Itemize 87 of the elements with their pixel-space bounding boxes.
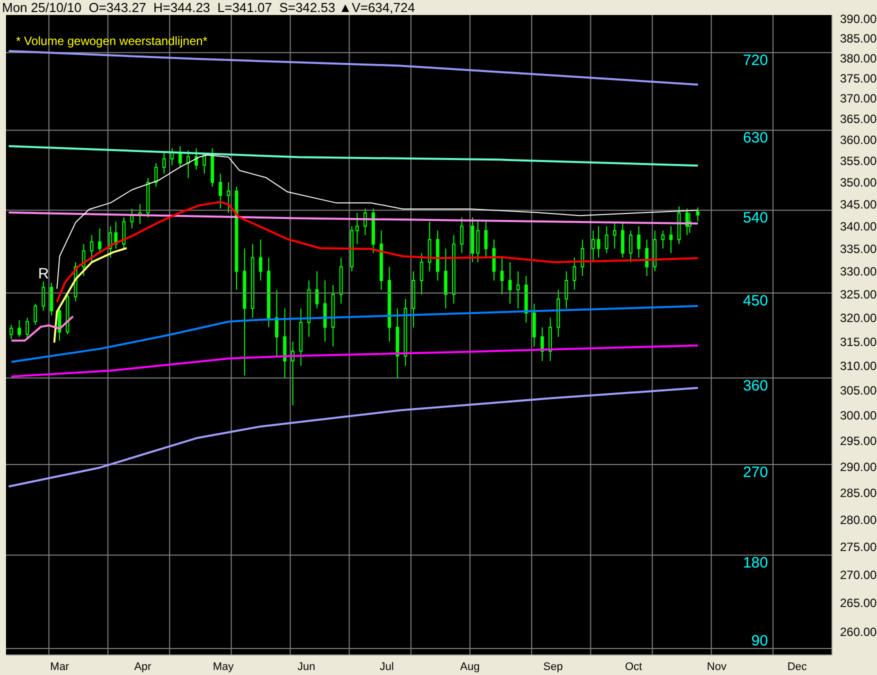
candlestick xyxy=(275,289,278,357)
y-tick-label: 360.00 xyxy=(840,133,877,148)
y-tick-label: 370.00 xyxy=(840,92,877,106)
annotation: 270 xyxy=(742,464,768,481)
candlestick xyxy=(629,230,632,263)
annotation: 180 xyxy=(742,554,768,572)
candlestick xyxy=(484,221,488,258)
text: * Volume gewogen weerstandlijnen* xyxy=(16,34,208,48)
y-tick-label: 390.00 xyxy=(840,12,877,26)
candlestick xyxy=(218,173,222,210)
y-tick-label: 320.00 xyxy=(840,311,877,326)
candlestick xyxy=(178,146,182,168)
candlestick xyxy=(444,248,448,309)
y-tick-label: 375.00 xyxy=(840,71,877,86)
y-tick-label: 355.00 xyxy=(840,154,877,168)
y-tick-label: 295.00 xyxy=(840,434,877,448)
candlestick xyxy=(508,262,512,304)
y-tick-label: 350.00 xyxy=(840,176,877,190)
y-tick-label: 365.00 xyxy=(840,112,877,126)
annotation: R xyxy=(38,265,50,282)
candlestick xyxy=(696,207,700,222)
x-tick-label: Nov xyxy=(706,660,727,673)
candlestick xyxy=(98,228,102,254)
candlestick xyxy=(186,150,190,179)
candlestick xyxy=(532,303,536,347)
annotation: 90 xyxy=(751,632,768,650)
candlestick xyxy=(516,270,520,309)
y-tick-label: 270.00 xyxy=(840,568,877,582)
x-tick-label: Apr xyxy=(134,660,152,673)
y-tick-label: 265.00 xyxy=(840,596,877,610)
annotation: 540 xyxy=(742,210,768,227)
candlestick xyxy=(612,221,616,250)
annotation: 450 xyxy=(742,292,768,310)
line-series xyxy=(8,145,699,167)
candlestick xyxy=(460,216,464,254)
line-series xyxy=(8,211,699,225)
candlestick xyxy=(604,226,608,254)
x-tick-label: Oct xyxy=(624,660,642,673)
candlestick xyxy=(620,221,624,258)
x-tick-label: Mar xyxy=(50,660,70,673)
y-tick-label: 335.00 xyxy=(840,242,877,256)
x-tick-label: May xyxy=(212,660,234,673)
candlestick xyxy=(669,226,673,254)
annotation: 630 xyxy=(742,130,768,147)
x-tick-label: Dec xyxy=(787,660,808,673)
candlestick xyxy=(596,226,600,258)
y-tick-label: 310.00 xyxy=(840,359,877,374)
chart-title: Mon 25/10/10 O=343.27 H=344.23 L=341.07 S=342.53 ▲V=634,724 xyxy=(2,0,415,15)
y-tick-label: 275.00 xyxy=(840,540,877,554)
candlestick xyxy=(661,230,665,250)
candlestick xyxy=(258,239,262,281)
x-tick-label: Sep xyxy=(543,660,563,673)
candlestick xyxy=(645,239,649,276)
y-tick-label: 315.00 xyxy=(840,334,877,349)
y-tick-label: 380.00 xyxy=(840,51,877,66)
y-tick-label: 345.00 xyxy=(840,197,877,212)
y-tick-label: 385.00 xyxy=(840,32,877,46)
candlestick xyxy=(548,317,552,362)
candlestick xyxy=(130,208,134,229)
annotation: 360 xyxy=(742,377,768,394)
y-tick-label: 280.00 xyxy=(840,512,877,527)
candlestick xyxy=(564,270,568,309)
annotation: 720 xyxy=(742,52,768,69)
x-tick-label: Jul xyxy=(380,660,394,673)
candlestick xyxy=(122,216,126,250)
y-tick-label: 305.00 xyxy=(840,384,877,398)
candlestick xyxy=(162,152,166,174)
y-tick-label: 285.00 xyxy=(840,486,877,500)
y-tick-label: 340.00 xyxy=(840,219,877,234)
y-tick-label: 300.00 xyxy=(840,408,877,423)
candlestick xyxy=(476,221,480,263)
candlestick xyxy=(572,257,576,290)
y-tick-label: 325.00 xyxy=(840,288,877,302)
x-tick-label: Aug xyxy=(460,660,480,673)
x-tick-label: Jun xyxy=(297,660,316,673)
candlestick xyxy=(154,162,158,188)
candlestick xyxy=(194,148,198,170)
y-tick-label: 330.00 xyxy=(840,264,877,279)
candlestick xyxy=(637,226,640,258)
candlestick xyxy=(226,182,230,214)
candlestick xyxy=(428,221,432,272)
candlestick xyxy=(90,234,94,263)
candlestick xyxy=(420,252,424,295)
candlestick xyxy=(591,230,595,263)
y-tick-label: 260.00 xyxy=(840,624,877,639)
y-tick-label: 290.00 xyxy=(840,460,877,474)
candlestick xyxy=(355,212,359,245)
